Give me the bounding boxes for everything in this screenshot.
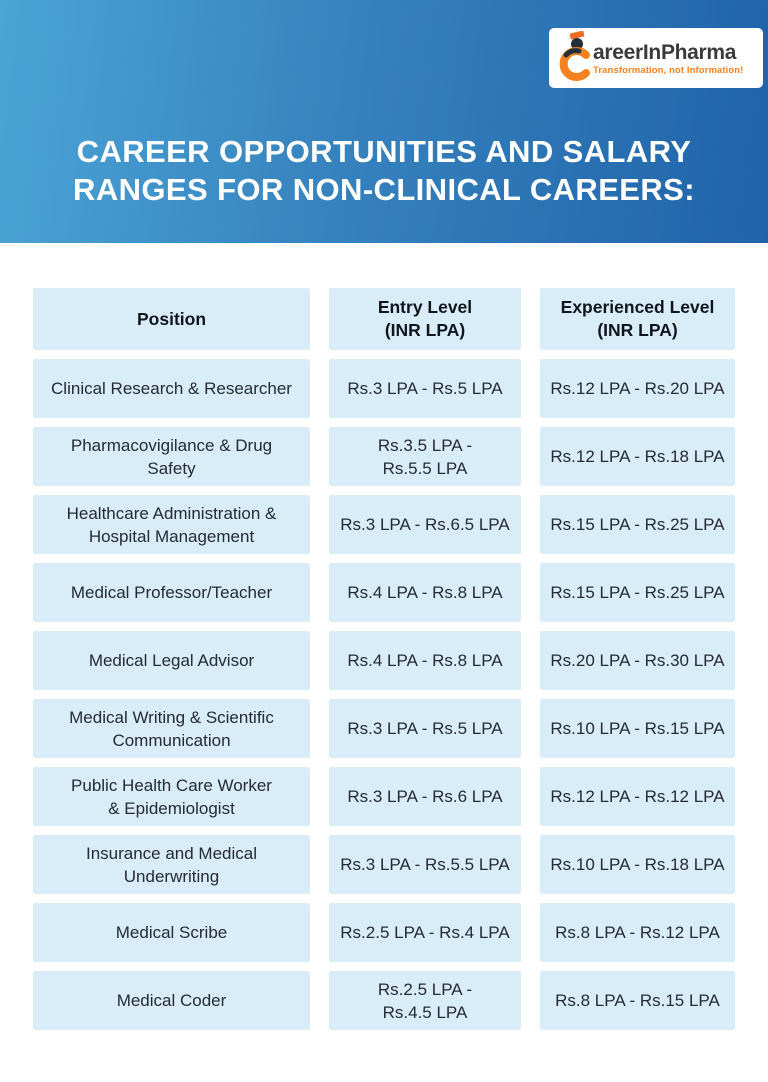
logo-text-block: areerInPharma Transformation, not Inform… xyxy=(593,41,743,76)
position-cell: Insurance and Medical Underwriting xyxy=(33,835,310,894)
experienced-level-cell: Rs.15 LPA - Rs.25 LPA xyxy=(540,495,735,554)
experienced-level-cell: Rs.20 LPA - Rs.30 LPA xyxy=(540,631,735,690)
position-cell: Medical Legal Advisor xyxy=(33,631,310,690)
careerinpharma-logo: areerInPharma Transformation, not Inform… xyxy=(549,28,763,88)
entry-level-cell: Rs.3 LPA - Rs.5 LPA xyxy=(329,699,521,758)
header-banner: areerInPharma Transformation, not Inform… xyxy=(0,0,768,243)
entry-level-cell: Rs.3 LPA - Rs.6 LPA xyxy=(329,767,521,826)
person-c-icon xyxy=(555,30,591,86)
experienced-level-cell: Rs.12 LPA - Rs.12 LPA xyxy=(540,767,735,826)
page-title: CAREER OPPORTUNITIES AND SALARY RANGES F… xyxy=(0,133,768,209)
entry-level-cell: Rs.4 LPA - Rs.8 LPA xyxy=(329,631,521,690)
entry-level-cell: Rs.3.5 LPA - Rs.5.5 LPA xyxy=(329,427,521,486)
entry-level-cell: Rs.3 LPA - Rs.5.5 LPA xyxy=(329,835,521,894)
header-entry-level: Entry Level (INR LPA) xyxy=(329,288,521,350)
experienced-level-cell: Rs.12 LPA - Rs.18 LPA xyxy=(540,427,735,486)
logo-brand-text: areerInPharma xyxy=(593,40,737,64)
position-cell: Public Health Care Worker & Epidemiologi… xyxy=(33,767,310,826)
experienced-level-cell: Rs.8 LPA - Rs.12 LPA xyxy=(540,903,735,962)
entry-level-cell: Rs.4 LPA - Rs.8 LPA xyxy=(329,563,521,622)
experienced-level-cell: Rs.10 LPA - Rs.18 LPA xyxy=(540,835,735,894)
entry-level-cell: Rs.3 LPA - Rs.6.5 LPA xyxy=(329,495,521,554)
experienced-level-cell: Rs.10 LPA - Rs.15 LPA xyxy=(540,699,735,758)
position-cell: Pharmacovigilance & Drug Safety xyxy=(33,427,310,486)
position-cell: Clinical Research & Researcher xyxy=(33,359,310,418)
position-cell: Medical Scribe xyxy=(33,903,310,962)
experienced-level-cell: Rs.8 LPA - Rs.15 LPA xyxy=(540,971,735,1030)
position-cell: Medical Writing & Scientific Communicati… xyxy=(33,699,310,758)
experienced-level-cell: Rs.12 LPA - Rs.20 LPA xyxy=(540,359,735,418)
position-cell: Medical Coder xyxy=(33,971,310,1030)
entry-level-cell: Rs.3 LPA - Rs.5 LPA xyxy=(329,359,521,418)
header-position: Position xyxy=(33,288,310,350)
position-cell: Healthcare Administration & Hospital Man… xyxy=(33,495,310,554)
salary-table: Position Entry Level (INR LPA) Experienc… xyxy=(0,288,768,1030)
entry-level-cell: Rs.2.5 LPA - Rs.4.5 LPA xyxy=(329,971,521,1030)
entry-level-cell: Rs.2.5 LPA - Rs.4 LPA xyxy=(329,903,521,962)
position-cell: Medical Professor/Teacher xyxy=(33,563,310,622)
header-experienced-level: Experienced Level (INR LPA) xyxy=(540,288,735,350)
experienced-level-cell: Rs.15 LPA - Rs.25 LPA xyxy=(540,563,735,622)
page-title-line1: CAREER OPPORTUNITIES AND SALARY xyxy=(76,134,692,169)
page-title-line2: RANGES FOR NON-CLINICAL CAREERS: xyxy=(73,172,695,207)
logo-tagline-text: Transformation, not Information! xyxy=(593,64,744,76)
